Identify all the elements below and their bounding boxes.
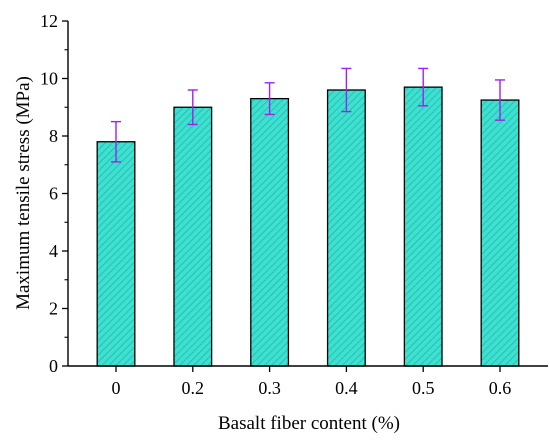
error-bars-layer [111,67,505,163]
bars-layer [96,86,520,367]
y-tick-label-2: 2 [49,299,58,319]
bar-0.6 [480,99,520,367]
bar-0.4 [326,89,366,367]
x-tick-label-0.2: 0.2 [182,378,205,398]
x-tick-label-0.3: 0.3 [258,378,281,398]
x-axis-title: Basalt fiber content (%) [218,413,400,434]
labels-layer: 0 0.2 0.3 0.4 0.5 0.6 0 2 4 6 8 10 12 [40,11,511,398]
axes-layer [62,20,548,372]
y-tick-label-12: 12 [40,11,58,31]
y-tick-label-4: 4 [49,241,58,261]
bar-0.5 [403,86,443,367]
y-tick-label-0: 0 [49,356,58,376]
x-tick-label-0: 0 [112,378,121,398]
y-axis-title: Maximum tensile stress (MPa) [13,76,34,310]
bar-0 [96,141,136,367]
x-tick-label-0.4: 0.4 [335,378,358,398]
y-tick-label-8: 8 [49,126,58,146]
x-tick-label-0.6: 0.6 [489,378,512,398]
x-tick-label-0.5: 0.5 [412,378,435,398]
y-tick-label-10: 10 [40,69,58,89]
bar-0.2 [173,106,213,367]
bar-0.3 [250,97,290,367]
y-tick-label-6: 6 [49,184,58,204]
